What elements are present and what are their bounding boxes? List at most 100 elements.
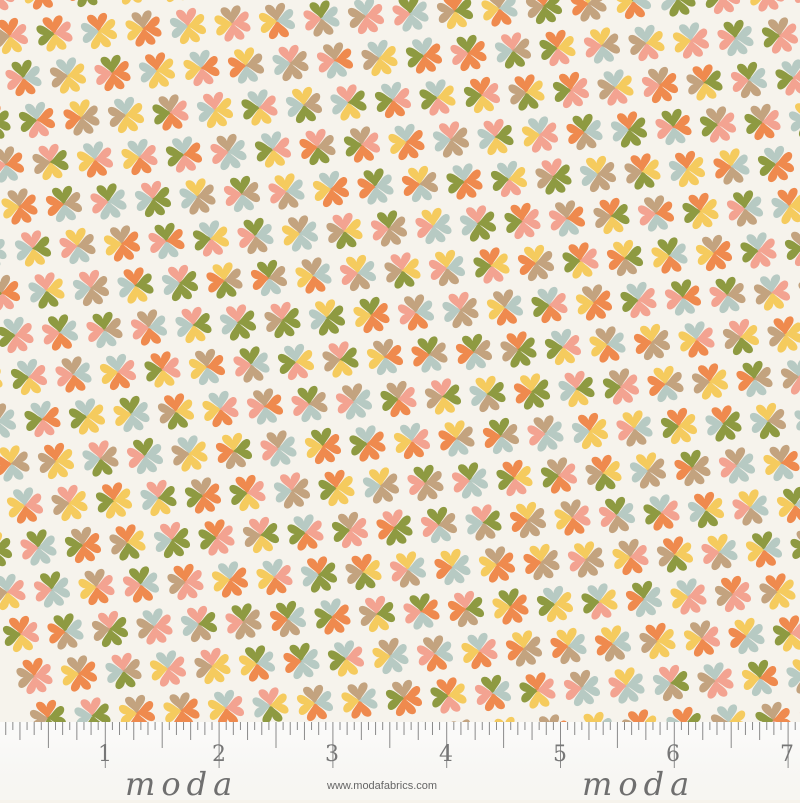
clover-motif xyxy=(690,362,729,401)
clover-motif xyxy=(698,105,737,144)
clover-motif xyxy=(371,636,410,675)
clover-motif xyxy=(624,579,663,618)
clover-motif xyxy=(102,224,141,263)
clover-motif xyxy=(299,555,338,594)
ruler-label-1: 1 xyxy=(98,742,112,767)
clover-motif xyxy=(0,360,4,399)
clover-motif xyxy=(770,186,800,225)
clover-motif xyxy=(384,678,423,717)
clover-motif xyxy=(110,0,149,6)
clover-motif xyxy=(121,565,160,604)
clover-motif xyxy=(406,463,445,502)
clover-motif xyxy=(613,0,652,21)
clover-motif xyxy=(619,280,658,319)
clover-motif xyxy=(771,614,800,653)
clover-motif xyxy=(391,0,430,33)
clover-motif xyxy=(357,594,396,633)
clover-motif xyxy=(673,448,712,487)
clover-motif xyxy=(762,443,800,482)
clover-motif xyxy=(551,70,590,109)
clover-motif xyxy=(549,626,588,665)
clover-motif xyxy=(658,0,697,18)
clover-motif xyxy=(58,226,97,265)
clover-motif xyxy=(779,357,800,396)
clover-motif xyxy=(731,488,770,527)
clover-motif xyxy=(62,98,101,137)
clover-motif xyxy=(433,547,472,586)
clover-motif xyxy=(582,26,621,65)
clover-motif xyxy=(218,303,257,342)
clover-motif xyxy=(700,532,739,571)
clover-motif xyxy=(760,16,799,55)
clover-motif xyxy=(23,399,62,438)
clover-motif xyxy=(303,426,342,465)
clover-motif xyxy=(721,317,760,356)
clover-motif xyxy=(340,681,379,720)
clover-motif xyxy=(222,174,261,213)
clover-motif xyxy=(480,0,519,28)
clover-motif xyxy=(0,530,14,569)
clover-motif xyxy=(237,644,276,683)
clover-motif xyxy=(268,599,307,638)
clover-motif xyxy=(785,656,800,695)
clover-motif xyxy=(271,43,310,82)
clover-motif xyxy=(133,179,172,218)
clover-motif xyxy=(704,404,743,443)
clover-motif xyxy=(67,397,106,436)
clover-motif xyxy=(740,658,779,697)
clover-motif xyxy=(449,33,488,72)
clover-motif xyxy=(524,0,563,26)
clover-motif xyxy=(752,273,791,312)
clover-motif xyxy=(214,431,253,470)
clover-motif xyxy=(783,228,800,267)
clover-motif xyxy=(263,300,302,339)
clover-motif xyxy=(578,154,617,193)
clover-motif xyxy=(681,191,720,230)
clover-motif xyxy=(735,359,774,398)
clover-motif xyxy=(63,525,102,564)
clover-motif xyxy=(655,535,694,574)
clover-motif xyxy=(716,18,755,57)
clover-motif xyxy=(713,574,752,613)
clover-motif xyxy=(477,545,516,584)
clover-motif xyxy=(615,409,654,448)
clover-motif xyxy=(108,523,147,562)
clover-motif xyxy=(671,21,710,60)
clover-motif xyxy=(166,562,205,601)
heart-petal xyxy=(790,537,800,560)
clover-motif xyxy=(4,58,43,97)
clover-motif xyxy=(245,387,284,426)
clover-motif xyxy=(179,604,218,643)
clover-motif xyxy=(605,238,644,277)
clover-motif xyxy=(427,248,466,287)
clover-motif xyxy=(458,204,497,243)
clover-motif xyxy=(543,327,582,366)
clover-motif xyxy=(27,271,66,310)
clover-motif xyxy=(491,587,530,626)
clover-motif xyxy=(677,320,716,359)
ruler-label-4: 4 xyxy=(439,742,453,767)
clover-motif xyxy=(535,584,574,623)
clover-motif xyxy=(346,0,385,36)
clover-motif xyxy=(197,518,236,557)
clover-motif xyxy=(431,120,470,159)
clover-motif xyxy=(48,56,87,95)
clover-motif xyxy=(464,503,503,542)
clover-motif xyxy=(104,651,143,690)
heart-petal xyxy=(788,109,800,132)
clover-motif xyxy=(437,419,476,458)
clover-motif xyxy=(284,85,323,124)
clover-motif xyxy=(547,199,586,238)
clover-motif xyxy=(712,147,751,186)
clover-motif xyxy=(272,471,311,510)
clover-motif xyxy=(205,261,244,300)
clover-motif xyxy=(450,461,489,500)
clover-motif xyxy=(597,495,636,534)
clover-motif xyxy=(429,676,468,715)
clover-motif xyxy=(530,285,569,324)
clover-motif xyxy=(54,355,93,394)
clover-motif xyxy=(298,127,337,166)
clover-motif xyxy=(17,100,56,139)
clover-motif xyxy=(226,46,265,85)
clover-motif xyxy=(775,485,800,524)
